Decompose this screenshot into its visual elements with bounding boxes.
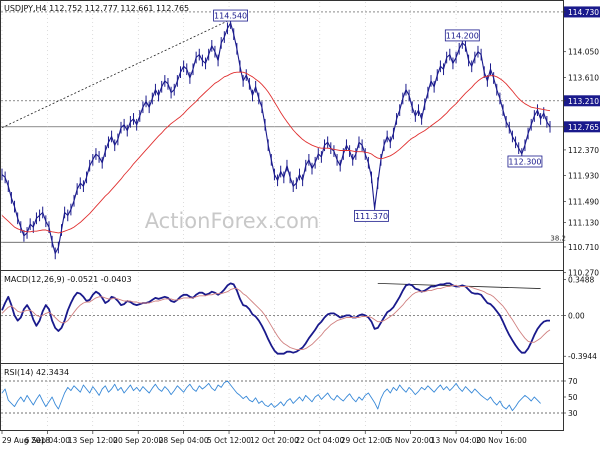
- price-series-ma-line: [1, 71, 551, 234]
- annotation-label-0: 114.540: [214, 12, 247, 21]
- macd-tick-label-1: 0.00: [568, 311, 585, 320]
- annotation-box-2: [354, 209, 389, 222]
- price-panel-title: USDJPY,H4 112.752 112.777 112.661 112.76…: [4, 4, 189, 13]
- price-series-usdjpy-line: [1, 22, 551, 254]
- price-layer: 38.2 114.540 114.200 111.370 112.300 114.730 1…: [1, 2, 600, 278]
- macd-series-signal-line: [1, 284, 551, 351]
- price-tick-label-10: 110.270: [568, 269, 599, 278]
- rsi-tick-label-1: 50: [568, 393, 578, 402]
- x-tick-label-7: 22 Oct 04:00: [295, 436, 344, 445]
- x-tick-label-9: 5 Nov 20:00: [388, 436, 434, 445]
- price-tick-highlight-4: [564, 121, 600, 133]
- x-tick-label-5: 5 Oct 12:00: [207, 436, 251, 445]
- x-tick-label-6: 12 Oct 20:00: [250, 436, 299, 445]
- price-tick-highlight-3: [564, 95, 600, 107]
- price-hline-label: 38.2: [550, 234, 566, 242]
- price-panel-frame: [0, 0, 564, 271]
- annotation-box-1: [444, 29, 480, 42]
- rsi-panel-frame: [0, 363, 564, 431]
- rsi-layer: 70 50 30: [1, 365, 578, 429]
- watermark: ActionForex.com: [145, 209, 320, 233]
- price-tick-label-0: 114.730: [568, 8, 599, 17]
- x-tick-label-3: 20 Sep 20:00: [113, 436, 163, 445]
- annotation-label-3: 112.300: [508, 158, 541, 167]
- price-tick-label-9: 110.710: [568, 243, 599, 252]
- macd-panel-title: MACD(12,26,9) -0.0521 -0.0403: [4, 275, 132, 284]
- x-tick-label-2: 13 Sep 12:00: [68, 436, 118, 445]
- price-tick-label-2: 113.610: [568, 73, 599, 82]
- rsi-tick-label-0: 70: [568, 377, 578, 386]
- x-tick-label-10: 13 Nov 04:00: [431, 436, 482, 445]
- price-tick-label-5: 112.370: [568, 146, 599, 155]
- x-tick-label-0: 29 Aug 2018: [2, 436, 50, 445]
- price-tick-label-3: 113.210: [568, 97, 599, 106]
- price-tick-label-1: 114.050: [568, 48, 599, 57]
- x-tick-label-4: 28 Sep 04:00: [159, 436, 209, 445]
- price-tick-label-8: 111.130: [568, 218, 599, 227]
- x-tick-label-8: 29 Oct 12:00: [341, 436, 390, 445]
- x-tick-label-1: 6 Sep 04:00: [25, 436, 71, 445]
- price-tick-highlight-0: [564, 6, 600, 18]
- macd-tick-label-0: 0.3488: [568, 275, 594, 284]
- macd-panel-frame: [0, 270, 564, 364]
- rsi-panel-title: RSI(14) 42.3434: [4, 368, 69, 377]
- annotation-box-0: [213, 9, 248, 22]
- macd-layer: 0.3488 0.00 -0.3944: [1, 272, 597, 362]
- annotation-box-3: [507, 155, 543, 168]
- annotation-label-1: 114.200: [446, 31, 479, 40]
- macd-tick-label-2: -0.3944: [568, 352, 597, 361]
- annotation-label-2: 111.370: [355, 212, 388, 221]
- x-tick-label-11: 20 Nov 16:00: [476, 436, 527, 445]
- rsi-series-rsi-line: [1, 380, 541, 412]
- price-tick-label-6: 111.930: [568, 172, 599, 181]
- rsi-tick-label-2: 30: [568, 409, 578, 418]
- price-tick-label-7: 111.490: [568, 197, 599, 206]
- price-tick-label-4: 112.765: [568, 123, 599, 132]
